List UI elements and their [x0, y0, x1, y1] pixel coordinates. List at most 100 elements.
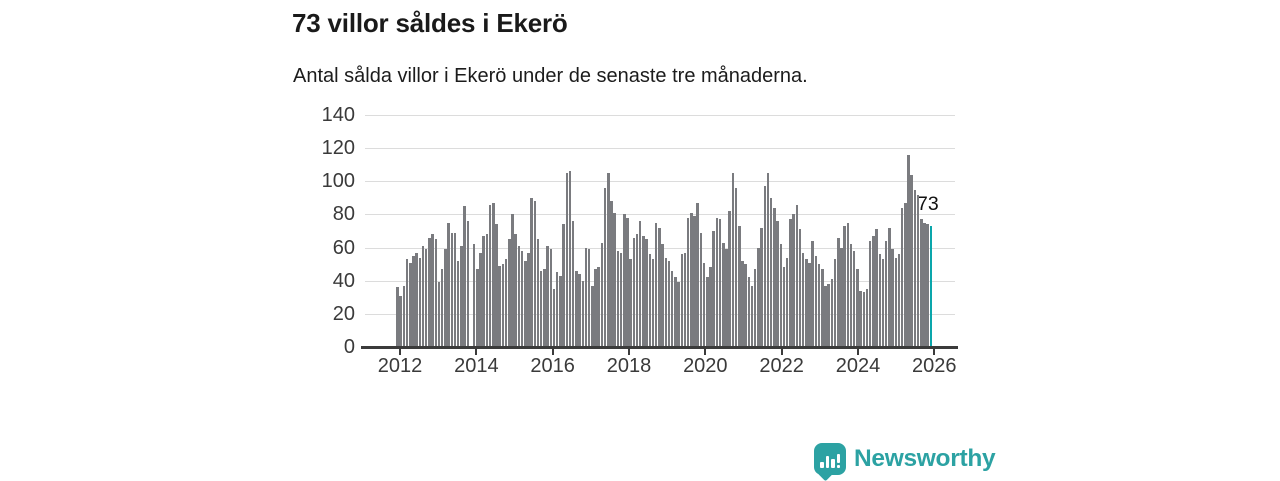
bar: [517, 245, 521, 347]
bar: [888, 227, 891, 347]
bar: [460, 245, 463, 347]
x-axis-tick: [627, 348, 630, 355]
x-tick-label: 2012: [377, 355, 423, 377]
bar: [923, 222, 926, 347]
bar: [533, 201, 537, 347]
bar: [664, 257, 668, 347]
bar: [654, 222, 658, 347]
bar-chart-glyph-icon: [814, 453, 846, 468]
bar: [610, 201, 613, 347]
bar: [463, 206, 466, 347]
x-axis-tick: [704, 348, 707, 355]
bar: [428, 237, 431, 347]
bar: [852, 250, 856, 347]
bar: [706, 277, 709, 347]
bar: [884, 240, 888, 347]
logo-bubble-tail: [817, 465, 834, 481]
bar: [536, 239, 540, 347]
bar: [498, 265, 501, 347]
bar: [811, 240, 814, 347]
bar: [447, 222, 450, 347]
bar: [514, 234, 517, 347]
bar: [520, 250, 524, 347]
bar: [456, 260, 460, 347]
bar: [638, 221, 642, 347]
gridline: [365, 181, 955, 183]
bar: [619, 252, 623, 347]
bar: [575, 270, 578, 347]
bar: [431, 234, 434, 347]
y-tick-label: 140: [321, 104, 355, 126]
bar: [677, 282, 680, 347]
bar: [872, 235, 875, 347]
bar: [626, 217, 629, 347]
y-tick-label: 40: [332, 269, 355, 292]
bar: [632, 237, 636, 347]
x-axis-tick: [399, 348, 401, 355]
bar: [670, 270, 674, 347]
y-tick-label: 0: [343, 336, 355, 358]
bar: [686, 217, 690, 347]
bar: [785, 257, 789, 347]
bar: [594, 269, 597, 347]
bar: [437, 282, 441, 347]
bar: [875, 229, 878, 347]
bar: [833, 259, 837, 347]
x-axis-tick: [856, 348, 859, 355]
y-tick-label: 80: [332, 203, 355, 226]
x-axis-tick: [780, 348, 783, 355]
x-tick-label: 2014: [454, 355, 499, 377]
bar: [635, 234, 639, 347]
bar: [776, 221, 779, 347]
bar: [782, 267, 786, 347]
bar: [926, 224, 929, 347]
bar: [738, 226, 741, 347]
bar: [846, 222, 850, 347]
bar: [562, 224, 565, 347]
bar: [405, 259, 409, 347]
bar: [715, 217, 719, 347]
bar: [827, 284, 830, 347]
bar: [591, 285, 594, 347]
bar: [524, 260, 527, 347]
bar: [421, 245, 425, 347]
bar: [555, 272, 559, 347]
x-axis-tick: [551, 348, 554, 355]
bar: [747, 277, 751, 347]
gridline: [365, 115, 955, 116]
bar: [865, 289, 869, 347]
bar: [709, 267, 712, 347]
gridline: [365, 148, 955, 150]
bar: [702, 262, 706, 347]
bar: [798, 229, 802, 347]
bar: [600, 242, 604, 347]
bar: [808, 262, 811, 347]
newsworthy-logo[interactable]: Newsworthy: [814, 443, 996, 481]
bar: [597, 267, 600, 347]
bar: [492, 202, 495, 347]
bar: [859, 290, 862, 347]
chart-subtitle: Antal sålda villor i Ekerö under de sena…: [293, 65, 808, 87]
bar: [418, 257, 422, 347]
exclamation-icon: [836, 453, 840, 468]
bar: [920, 219, 923, 347]
bar: [539, 270, 543, 347]
bar: [396, 287, 399, 347]
bar: [642, 235, 645, 347]
bar: [472, 244, 476, 347]
bar: [648, 254, 652, 347]
bar: [913, 189, 917, 347]
bar: [440, 269, 444, 347]
bar: [805, 259, 808, 347]
bar: [696, 202, 699, 347]
bar: [821, 269, 824, 347]
bar: [712, 231, 715, 347]
bar: [485, 234, 489, 347]
bar: [792, 214, 795, 347]
bar: [894, 257, 897, 347]
bar: [734, 187, 738, 347]
bar: [495, 224, 498, 347]
bar: [501, 264, 505, 347]
bar: [769, 197, 773, 347]
bar: [415, 252, 418, 347]
